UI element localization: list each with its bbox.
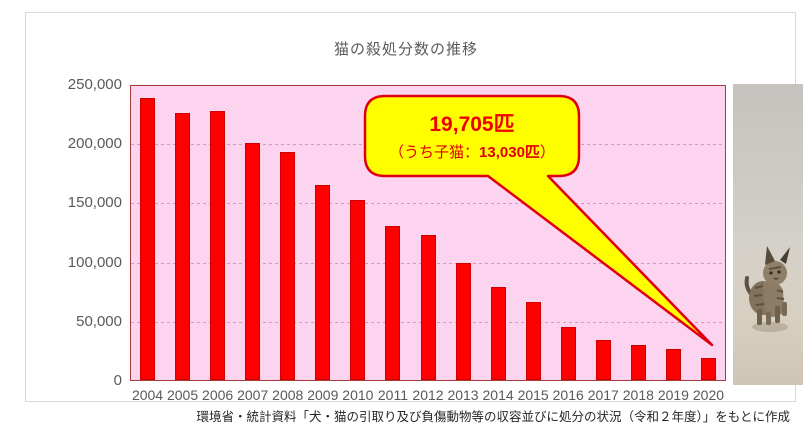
bar-2007 — [245, 143, 261, 380]
x-tick-label-2011: 2011 — [377, 387, 408, 403]
x-tick-label-2010: 2010 — [342, 387, 374, 403]
x-tick-label-2019: 2019 — [657, 387, 689, 403]
x-tick-label-2004: 2004 — [131, 387, 164, 403]
chart-title: 猫の殺処分数の推移 — [333, 41, 478, 58]
x-tick-label-2017: 2017 — [587, 387, 619, 403]
bar-2005 — [175, 112, 191, 380]
source-note: 環境省・統計資料「犬・猫の引取り及び負傷動物等の収容並びに処分の状況（令和２年度… — [196, 410, 790, 424]
kitten-illustration — [744, 246, 790, 332]
x-tick-label-2009: 2009 — [307, 387, 339, 403]
callout-total-count: 19,705匹 — [429, 113, 515, 136]
y-tick-label-150000: 150,000 — [67, 194, 122, 212]
bar-2010 — [350, 200, 366, 380]
x-tick-label-2015: 2015 — [517, 387, 549, 403]
y-tick-label-100000: 100,000 — [67, 253, 122, 271]
bar-2012 — [420, 234, 436, 380]
x-tick-label-2013: 2013 — [447, 387, 479, 403]
bar-2018 — [630, 344, 646, 380]
y-tick-label-200000: 200,000 — [67, 135, 122, 153]
callout-annotation: 19,705匹 （うち子猫：13,030匹） — [365, 98, 579, 172]
bar-2019 — [665, 348, 681, 380]
bar-2006 — [210, 110, 226, 380]
kitten-photo — [733, 84, 803, 385]
x-tick-label-2008: 2008 — [272, 387, 304, 403]
x-tick-label-2020: 2020 — [692, 387, 725, 403]
x-tick-label-2012: 2012 — [412, 387, 444, 403]
bar-2017 — [595, 339, 611, 380]
bar-2004 — [140, 98, 156, 380]
bar-2016 — [560, 327, 576, 380]
bar-2020 — [700, 357, 716, 380]
bar-2011 — [385, 225, 401, 380]
bar-2013 — [455, 262, 471, 380]
bar-2015 — [525, 301, 541, 380]
bar-2009 — [315, 184, 331, 380]
y-tick-label-50000: 50,000 — [76, 312, 122, 330]
x-tick-label-2006: 2006 — [202, 387, 234, 403]
bar-2008 — [280, 151, 296, 380]
x-tick-label-2018: 2018 — [622, 387, 654, 403]
y-tick-label-0: 0 — [113, 372, 122, 389]
x-tick-label-2016: 2016 — [552, 387, 584, 403]
chart-card: 猫の殺処分数の推移 0 50,000 100,000 150,000 200,000 25… — [25, 12, 803, 403]
y-tick-label-250000: 250,000 — [67, 76, 122, 93]
callout-kitten-count: （うち子猫：13,030匹） — [389, 144, 555, 161]
x-tick-label-2007: 2007 — [237, 387, 269, 403]
bar-2014 — [490, 286, 506, 380]
x-tick-label-2005: 2005 — [166, 387, 199, 403]
x-tick-label-2014: 2014 — [482, 387, 514, 403]
